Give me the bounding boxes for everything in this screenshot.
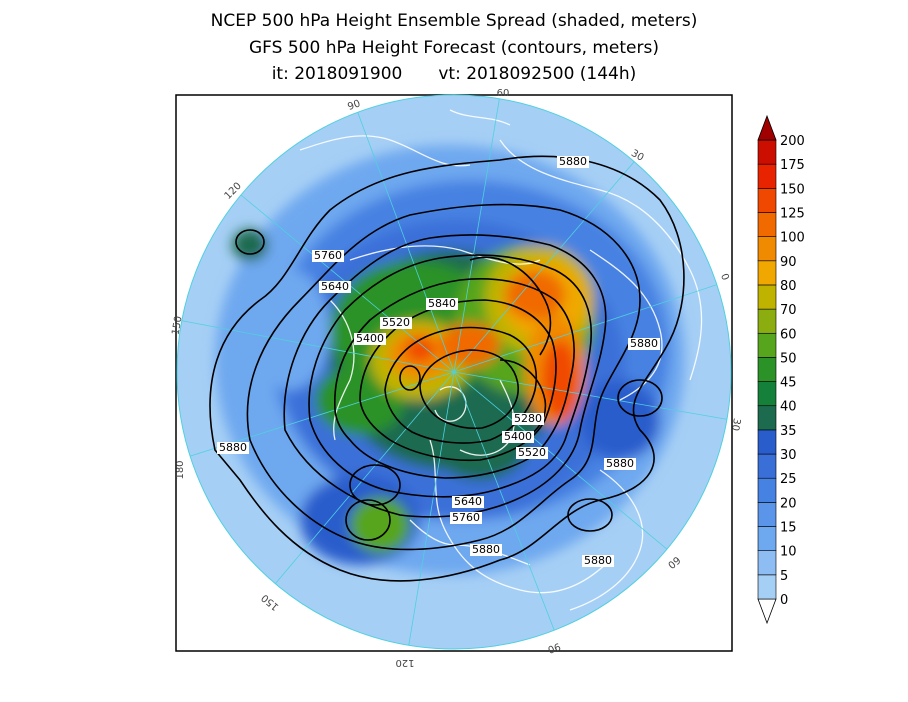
colorbar-label: 25 <box>780 472 797 487</box>
colorbar-swatch <box>757 453 777 479</box>
contour-label: 5640 <box>454 495 482 508</box>
init-time: it: 2018091900 <box>271 64 403 84</box>
colorbar-swatch <box>757 357 777 382</box>
contour-label: 5400 <box>356 332 384 345</box>
contour-label-bg <box>502 431 534 443</box>
colorbar-label: 70 <box>780 303 797 318</box>
contour-label-bg <box>319 281 351 293</box>
colorbar-swatch <box>757 574 777 600</box>
title-line-3: it: 2018091900 vt: 2018092500 (144h) <box>0 63 908 85</box>
contour-labels: 5880 5760 5640 5520 5400 5840 5880 5880 5280 5400… <box>217 155 660 567</box>
contour-label: 5760 <box>314 249 342 262</box>
contour-label: 5880 <box>472 543 500 556</box>
colorbar-label: 150 <box>780 182 805 197</box>
colorbar: 0 5 10 15 20 25 30 35 40 45 50 60 70 80 90 100 125 150 175… <box>757 114 805 625</box>
colorbar-swatch <box>757 477 777 503</box>
colorbar-swatch <box>757 502 777 527</box>
contour-label: 5880 <box>606 457 634 470</box>
colorbar-swatch <box>757 163 777 189</box>
longitude-label: 180 <box>175 460 186 479</box>
contour-label: 5400 <box>504 430 532 443</box>
colorbar-swatch <box>757 405 777 431</box>
colorbar-swatch <box>757 284 777 310</box>
spread-shading <box>177 95 731 649</box>
longitude-label: 90 <box>346 98 362 113</box>
contour-label-bg <box>516 447 548 459</box>
colorbar-over-triangle <box>757 114 777 141</box>
colorbar-label: 125 <box>780 206 805 221</box>
contour-label: 5880 <box>584 554 612 567</box>
colorbar-swatch <box>757 429 777 455</box>
contour-label-bg <box>512 413 544 425</box>
colorbar-label: 50 <box>780 351 797 366</box>
colorbar-under-triangle <box>757 598 777 625</box>
contour-label-bg <box>312 250 344 262</box>
colorbar-swatch <box>757 212 777 237</box>
colorbar-swatch <box>757 188 777 213</box>
colorbar-swatch <box>757 260 777 286</box>
contour-label-bg <box>557 156 589 168</box>
colorbar-label: 40 <box>780 400 797 415</box>
colorbar-label: 100 <box>780 231 805 246</box>
contour-label-bg <box>452 496 484 508</box>
longitude-label: 60 <box>497 88 510 99</box>
contour-label: 5640 <box>321 280 349 293</box>
colorbar-label: 80 <box>780 279 797 294</box>
colorbar-label: 200 <box>780 134 805 149</box>
hemisphere-edge <box>176 94 732 650</box>
contour-label-bg <box>470 544 502 556</box>
longitude-label: 120 <box>395 657 414 668</box>
contour-label: 5880 <box>630 337 658 350</box>
longitude-label: 150 <box>170 315 184 336</box>
contour-label: 5840 <box>428 297 456 310</box>
colorbar-label: 45 <box>780 376 797 391</box>
colorbar-label: 0 <box>780 593 788 608</box>
valid-time: vt: 2018092500 (144h) <box>438 64 637 84</box>
colorbar-swatch <box>757 236 777 262</box>
colorbar-swatch <box>757 308 777 334</box>
colorbar-swatch <box>757 526 777 551</box>
contour-label: 5280 <box>514 412 542 425</box>
contour-label-bg <box>380 317 412 329</box>
colorbar-swatch <box>757 381 777 407</box>
contour-label-bg <box>628 338 660 350</box>
height-contours <box>209 155 685 582</box>
colorbar-label: 175 <box>780 158 805 173</box>
longitude-label: 30 <box>729 417 742 431</box>
contour-label: 5880 <box>219 441 247 454</box>
longitude-label: 90 <box>546 640 562 655</box>
colorbar-label: 35 <box>780 424 797 439</box>
colorbar-label: 15 <box>780 521 797 536</box>
contour-label: 5520 <box>382 316 410 329</box>
colorbar-label: 10 <box>780 545 797 560</box>
contour-label-bg <box>582 555 614 567</box>
colorbar-label: 60 <box>780 327 797 342</box>
title-line-2: GFS 500 hPa Height Forecast (contours, m… <box>249 38 659 58</box>
contour-label-bg <box>426 298 458 310</box>
contour-label: 5880 <box>559 155 587 168</box>
colorbar-swatch <box>757 550 777 576</box>
contour-label: 5760 <box>452 511 480 524</box>
colorbar-label: 30 <box>780 448 797 463</box>
longitude-label: 0 <box>718 272 731 282</box>
colorbar-swatch <box>757 139 777 165</box>
colorbar-swatch <box>757 332 777 358</box>
contour-label-bg <box>450 512 482 524</box>
colorbar-label: 90 <box>780 255 797 270</box>
contour-label-bg <box>604 458 636 470</box>
title-line-1: NCEP 500 hPa Height Ensemble Spread (sha… <box>210 11 698 31</box>
colorbar-label: 5 <box>780 569 788 584</box>
graticule <box>177 95 731 649</box>
contour-label: 5520 <box>518 446 546 459</box>
contour-label-bg <box>354 333 386 345</box>
colorbar-label: 20 <box>780 496 797 511</box>
contour-label-bg <box>217 442 249 454</box>
